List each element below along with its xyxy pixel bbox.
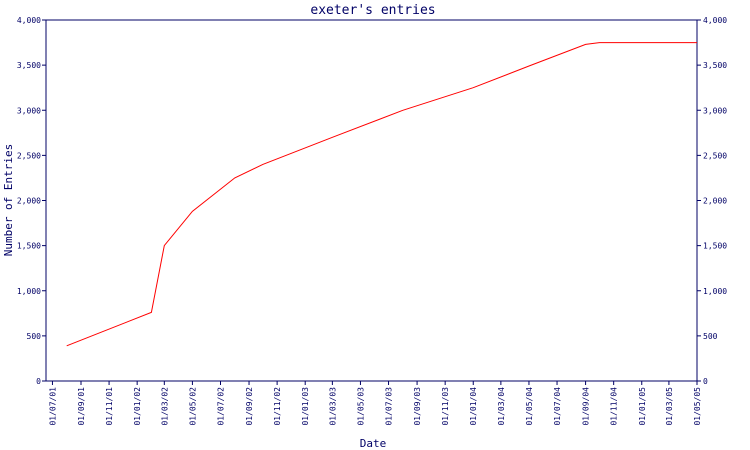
y-tick-label-left: 3,000	[17, 106, 41, 115]
x-axis-title: Date	[360, 437, 387, 450]
x-tick-label: 01/05/05	[693, 387, 702, 426]
x-tick-label: 01/07/02	[216, 387, 225, 426]
y-tick-label-right: 1,000	[703, 287, 727, 296]
x-tick-label: 01/03/02	[160, 387, 169, 426]
y-tick-label-right: 500	[703, 332, 718, 341]
y-tick-label-right: 2,000	[703, 197, 727, 206]
y-tick-label-right: 2,500	[703, 151, 727, 160]
entries-series-line	[66, 42, 697, 347]
x-tick-label: 01/11/03	[441, 387, 450, 426]
x-tick-label: 01/09/03	[413, 387, 422, 426]
x-axis: 01/07/01 01/09/01 01/11/01 01/01/02 01/03/02…	[48, 381, 702, 426]
x-tick-label: 01/11/04	[610, 387, 619, 426]
y-tick-label-right: 3,000	[703, 106, 727, 115]
y-tick-label-left: 1,500	[17, 242, 41, 251]
x-tick-label: 01/01/02	[133, 387, 142, 426]
chart-title: exeter's entries	[310, 3, 435, 18]
y-tick-label-left: 3,500	[17, 61, 41, 70]
series-layer	[66, 42, 697, 347]
y-tick-label-left: 500	[27, 332, 42, 341]
x-tick-label: 01/11/02	[273, 387, 282, 426]
y-tick-label-left: 4,000	[17, 16, 41, 25]
x-tick-label: 01/03/04	[497, 387, 506, 426]
x-tick-label: 01/05/03	[356, 387, 365, 426]
x-tick-label: 01/05/02	[188, 387, 197, 426]
y-tick-label-left: 1,000	[17, 287, 41, 296]
y-tick-label-right: 3,500	[703, 61, 727, 70]
x-tick-label: 01/01/05	[638, 387, 647, 426]
y-axis-left: 0 500 1,000 1,500 2,000 2,500 3,000 3,500 4,000	[17, 16, 46, 386]
plot-area-frame	[45, 19, 698, 382]
x-tick-label: 01/01/04	[469, 387, 478, 426]
y-tick-label-right: 1,500	[703, 242, 727, 251]
y-tick-label-right: 4,000	[703, 16, 727, 25]
x-tick-label: 01/11/01	[105, 387, 114, 426]
x-tick-label: 01/01/03	[301, 387, 310, 426]
x-tick-label: 01/07/01	[48, 387, 57, 426]
y-tick-label-right: 0	[703, 377, 708, 386]
y-tick-label-left: 2,500	[17, 151, 41, 160]
y-tick-label-left: 2,000	[17, 197, 41, 206]
x-tick-label: 01/09/01	[77, 387, 86, 426]
y-axis-title: Number of Entries	[2, 144, 15, 257]
y-tick-label-left: 0	[36, 377, 41, 386]
x-tick-label: 01/07/03	[385, 387, 394, 426]
x-tick-label: 01/09/02	[245, 387, 254, 426]
x-tick-label: 01/05/04	[525, 387, 534, 426]
y-axis-right: 0 500 1,000 1,500 2,000 2,500 3,000 3,500 4,000	[697, 16, 727, 386]
x-tick-label: 01/09/04	[582, 387, 591, 426]
x-tick-label: 01/07/04	[553, 387, 562, 426]
x-tick-label: 01/03/05	[665, 387, 674, 426]
x-tick-label: 01/03/03	[328, 387, 337, 426]
